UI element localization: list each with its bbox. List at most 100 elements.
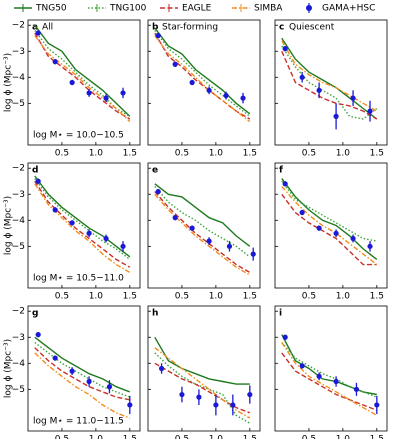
data-point xyxy=(374,402,380,408)
data-point xyxy=(86,90,92,96)
x-tick-label: 0.5 xyxy=(302,149,316,159)
data-point xyxy=(189,79,195,86)
panel-letter: i xyxy=(279,309,282,319)
x-tick-label: 0.5 xyxy=(175,435,189,439)
plot-frame xyxy=(27,19,141,146)
data-point xyxy=(155,189,161,195)
data-point xyxy=(103,235,109,242)
data-point xyxy=(353,386,360,392)
series-line xyxy=(281,185,378,266)
x-tick-label: 1.0 xyxy=(336,292,351,302)
y-tick-label: −5 xyxy=(12,242,25,252)
plot-frame xyxy=(274,162,388,289)
data-point xyxy=(226,243,233,249)
data-point xyxy=(86,230,92,236)
plot-frame xyxy=(147,19,261,146)
series-line xyxy=(34,347,130,401)
series-line xyxy=(154,35,251,123)
data-point xyxy=(52,59,58,65)
data-point xyxy=(350,95,356,101)
data-point xyxy=(52,207,58,213)
series-line xyxy=(34,35,131,123)
y-tick-label: −5 xyxy=(12,99,25,109)
series-line xyxy=(281,180,377,242)
x-tick-label: 0.5 xyxy=(55,149,69,159)
series-line xyxy=(34,180,131,268)
series-line xyxy=(34,29,131,118)
panel-title: Star-forming xyxy=(162,23,218,33)
y-tick-label: −2 xyxy=(12,21,25,31)
series-line xyxy=(281,342,378,417)
x-tick-label: 0.5 xyxy=(175,149,189,159)
plot-frame xyxy=(27,162,141,289)
data-point xyxy=(35,30,41,36)
annotation: log M⋆ = 11.0−11.5 xyxy=(33,417,124,427)
data-point xyxy=(316,87,322,93)
panel-letter: a xyxy=(32,23,38,33)
series-line xyxy=(281,342,378,398)
series-line xyxy=(281,51,378,120)
data-point xyxy=(120,90,126,96)
data-point xyxy=(282,181,288,187)
x-tick-label: 1.0 xyxy=(336,149,351,159)
data-point xyxy=(230,402,236,408)
x-tick-label: 1.5 xyxy=(243,292,257,302)
series-line xyxy=(34,178,131,260)
data-point xyxy=(333,378,339,385)
series-line xyxy=(34,24,131,117)
x-tick-label: 0.5 xyxy=(55,292,69,302)
y-tick-label: −4 xyxy=(12,359,26,369)
data-point xyxy=(127,402,133,408)
y-tick-label: −3 xyxy=(12,47,25,57)
x-tick-label: 0.5 xyxy=(302,292,316,302)
data-point xyxy=(69,368,75,374)
annotation: log M⋆ = 10.0−10.5 xyxy=(33,131,124,141)
data-point xyxy=(155,33,161,39)
data-point xyxy=(299,363,305,369)
x-tick-label: 1.0 xyxy=(336,435,351,439)
legend-label: EAGLE xyxy=(182,4,212,14)
series-line xyxy=(154,193,251,276)
series-line xyxy=(281,40,378,112)
panel-letter: b xyxy=(152,23,159,33)
series-line xyxy=(34,336,131,393)
data-point xyxy=(350,235,356,242)
data-point xyxy=(106,384,113,390)
x-tick-label: 1.5 xyxy=(243,149,257,159)
series-line xyxy=(34,352,131,419)
data-point xyxy=(196,394,202,400)
x-tick-label: 1.5 xyxy=(370,292,384,302)
data-point xyxy=(69,220,75,226)
data-point xyxy=(240,95,246,101)
y-tick-label: −4 xyxy=(12,216,26,226)
legend-label: GAMA+HSC xyxy=(322,4,375,14)
data-point xyxy=(299,209,305,216)
series-line xyxy=(154,336,250,385)
series-line xyxy=(281,178,378,260)
series-line xyxy=(154,352,251,424)
data-point xyxy=(316,373,322,379)
annotation: log M⋆ = 10.5−11.0 xyxy=(33,274,124,284)
x-tick-label: 1.5 xyxy=(370,149,384,159)
data-point xyxy=(333,230,339,236)
series-line xyxy=(281,352,378,411)
data-point xyxy=(158,365,165,372)
y-axis-label: log ϕ (Mpc⁻³) xyxy=(4,53,14,112)
plot-frame xyxy=(147,305,261,432)
y-tick-label: −2 xyxy=(12,164,25,174)
x-tick-label: 0.5 xyxy=(55,435,69,439)
x-tick-label: 1.5 xyxy=(243,435,257,439)
data-point xyxy=(189,225,195,231)
panel-letter: c xyxy=(279,23,284,33)
series-line xyxy=(281,37,378,120)
series-line xyxy=(154,29,251,117)
x-tick-label: 1.0 xyxy=(209,149,224,159)
x-tick-label: 1.5 xyxy=(123,435,137,439)
data-point xyxy=(69,79,75,86)
panel-letter: f xyxy=(279,166,283,176)
series-line xyxy=(154,183,251,247)
panel-letter: e xyxy=(152,166,158,176)
data-point xyxy=(172,215,178,221)
data-point xyxy=(206,87,212,93)
